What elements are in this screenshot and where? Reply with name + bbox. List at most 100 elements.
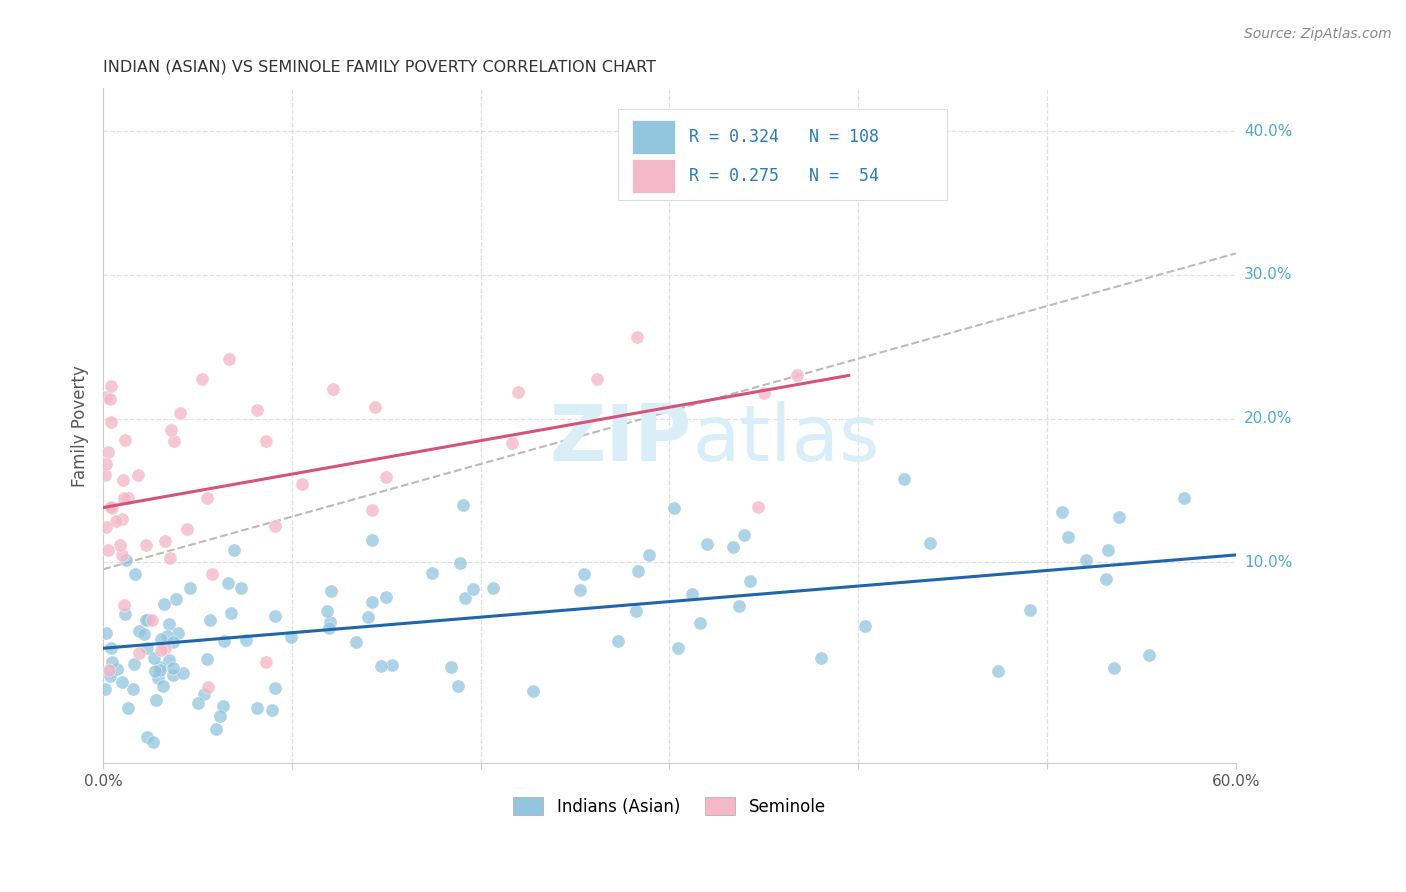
Point [501, 435, 523, 450]
Point [135, 613, 157, 627]
Point [94, 390, 117, 404]
Point [149, 663, 172, 677]
Point [153, 597, 176, 611]
Point [754, 386, 776, 401]
Point [100, 500, 122, 515]
Point [361, 503, 384, 517]
Point [381, 658, 404, 673]
Text: 10.0%: 10.0% [1244, 555, 1292, 570]
Point [169, 406, 191, 420]
Point [112, 491, 135, 506]
Point [315, 604, 337, 618]
Text: 30.0%: 30.0% [1244, 268, 1292, 283]
Point [204, 722, 226, 736]
Legend: Indians (Asian), Seminole: Indians (Asian), Seminole [506, 791, 832, 822]
Point [344, 635, 367, 649]
Point [422, 566, 444, 581]
Point [94, 626, 117, 640]
Point [319, 615, 342, 629]
Point [574, 566, 596, 581]
Point [124, 566, 146, 581]
Point [135, 730, 157, 744]
Point [1108, 510, 1130, 524]
Point [1137, 648, 1160, 663]
Point [97, 444, 120, 458]
Point [627, 564, 650, 578]
Point [98, 665, 121, 679]
Point [187, 696, 209, 710]
Point [264, 519, 287, 533]
Point [157, 653, 180, 667]
Text: INDIAN (ASIAN) VS SEMINOLE FAMILY POVERTY CORRELATION CHART: INDIAN (ASIAN) VS SEMINOLE FAMILY POVERT… [103, 60, 657, 75]
Point [117, 701, 139, 715]
Point [461, 582, 484, 596]
Point [141, 613, 163, 627]
Point [568, 582, 591, 597]
Point [179, 581, 201, 595]
Point [152, 679, 174, 693]
Point [136, 641, 159, 656]
Point [197, 652, 219, 666]
Point [159, 551, 181, 566]
Point [156, 630, 179, 644]
Point [375, 590, 398, 604]
Point [193, 687, 215, 701]
Point [786, 368, 808, 383]
Point [162, 668, 184, 682]
Text: 20.0%: 20.0% [1244, 411, 1292, 426]
Point [100, 415, 122, 429]
Point [97, 663, 120, 677]
Point [356, 609, 378, 624]
Point [449, 556, 471, 570]
Point [153, 534, 176, 549]
Point [111, 548, 134, 562]
Point [105, 662, 128, 676]
Point [135, 538, 157, 552]
Point [363, 401, 385, 415]
Point [361, 533, 384, 547]
Point [810, 651, 832, 665]
Point [1097, 543, 1119, 558]
Point [689, 616, 711, 631]
Point [122, 657, 145, 671]
Point [112, 598, 135, 612]
Point [134, 627, 156, 641]
FancyBboxPatch shape [633, 120, 675, 153]
Point [1094, 572, 1116, 586]
Point [319, 584, 342, 599]
Point [214, 634, 236, 648]
Point [440, 660, 463, 674]
Point [100, 379, 122, 393]
Point [318, 622, 340, 636]
Point [254, 434, 277, 448]
Point [586, 372, 609, 386]
Point [150, 632, 173, 646]
Point [117, 491, 139, 505]
Point [1057, 530, 1080, 544]
FancyBboxPatch shape [633, 159, 675, 193]
Point [666, 640, 689, 655]
Point [733, 528, 755, 542]
Point [681, 587, 703, 601]
Point [114, 434, 136, 448]
Point [217, 576, 239, 591]
Point [853, 619, 876, 633]
Point [224, 542, 246, 557]
Point [114, 553, 136, 567]
Text: Source: ZipAtlas.com: Source: ZipAtlas.com [1244, 27, 1392, 41]
Y-axis label: Family Poverty: Family Poverty [72, 365, 89, 486]
Point [142, 735, 165, 749]
Point [138, 613, 160, 627]
Point [1173, 491, 1195, 505]
Point [738, 574, 761, 589]
Point [212, 698, 235, 713]
Point [280, 630, 302, 644]
Point [111, 511, 134, 525]
Point [1074, 553, 1097, 567]
Point [637, 548, 659, 562]
Point [361, 595, 384, 609]
Point [172, 665, 194, 680]
Point [195, 491, 218, 506]
FancyBboxPatch shape [619, 109, 946, 200]
Point [114, 607, 136, 622]
